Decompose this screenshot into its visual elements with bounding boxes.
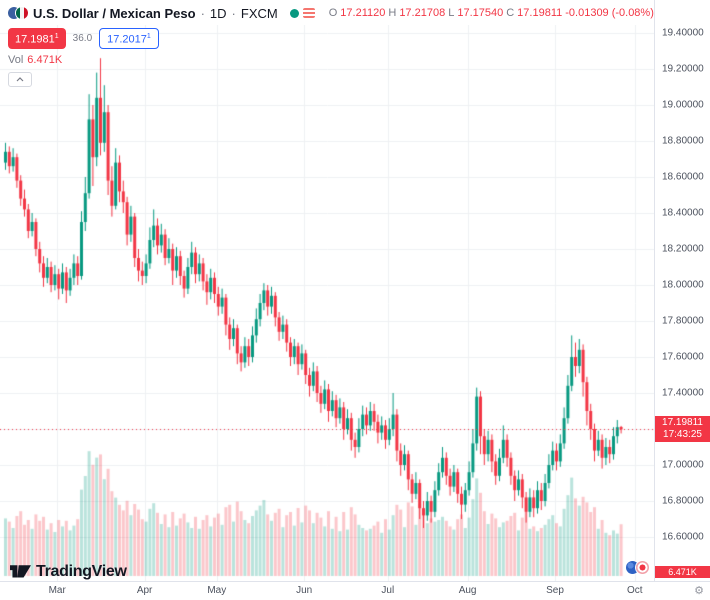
volume-value: 6.471K bbox=[27, 53, 63, 66]
price-tick-label: 18.60000 bbox=[662, 171, 704, 183]
economic-event-icons[interactable] bbox=[626, 561, 649, 574]
event-flag-icon-blue[interactable] bbox=[626, 561, 639, 574]
event-flag-icon-red[interactable] bbox=[636, 561, 649, 574]
high-label: H bbox=[388, 7, 397, 19]
spread-label: 36.0 bbox=[72, 32, 93, 44]
price-tick-label: 18.20000 bbox=[662, 243, 704, 255]
price-tick-label: 17.00000 bbox=[662, 459, 704, 471]
symbol-legend-row: U.S. Dollar / Mexican Peso · 1D · FXCM O… bbox=[8, 4, 654, 22]
time-tick-label: Aug bbox=[458, 585, 477, 596]
low-value: 17.17540 bbox=[457, 7, 504, 19]
price-tick-label: 17.80000 bbox=[662, 315, 704, 327]
tradingview-logo-icon bbox=[10, 565, 31, 578]
low-label: L bbox=[448, 7, 455, 19]
exchange-label[interactable]: FXCM bbox=[240, 5, 278, 21]
volume-legend-row: Vol 6.471K bbox=[8, 54, 654, 66]
tradingview-logo-text: TradingView bbox=[36, 563, 127, 580]
tradingview-logo[interactable]: TradingView bbox=[10, 563, 127, 581]
collapse-legend-button[interactable] bbox=[8, 71, 32, 87]
axis-settings-gear-icon[interactable]: ⚙ bbox=[694, 585, 704, 597]
bar-countdown: 17:43:25 bbox=[663, 429, 702, 441]
price-tick-label: 18.40000 bbox=[662, 207, 704, 219]
volume-label: Vol bbox=[8, 53, 24, 66]
close-label: C bbox=[506, 7, 515, 19]
chart-legend: U.S. Dollar / Mexican Peso · 1D · FXCM O… bbox=[8, 4, 654, 87]
price-tick-label: 17.40000 bbox=[662, 387, 704, 399]
last-price-value: 17.19811 bbox=[662, 417, 703, 429]
change-value: -0.01309 bbox=[565, 7, 609, 19]
price-tick-label: 16.80000 bbox=[662, 495, 704, 507]
time-tick-label: May bbox=[207, 585, 227, 596]
time-tick-label: Oct bbox=[627, 585, 643, 596]
price-tick-label: 19.00000 bbox=[662, 99, 704, 111]
time-tick-label: Apr bbox=[136, 585, 153, 596]
time-tick-label: Jun bbox=[296, 585, 313, 596]
time-tick-label: Sep bbox=[546, 585, 564, 596]
volume-axis-badge: 6.471K bbox=[655, 566, 710, 578]
chevron-up-icon bbox=[16, 76, 24, 82]
separator-dot: · bbox=[200, 5, 205, 21]
change-percent: (-0.08%) bbox=[611, 7, 654, 19]
legend-chips bbox=[289, 8, 315, 18]
price-tick-label: 16.60000 bbox=[662, 531, 704, 543]
time-tick-label: Mar bbox=[48, 585, 66, 596]
open-value: 17.21120 bbox=[340, 7, 386, 19]
interval-label[interactable]: 1D bbox=[209, 5, 227, 21]
close-value: 17.19811 bbox=[517, 7, 563, 19]
open-label: O bbox=[328, 7, 338, 19]
price-tick-label: 19.40000 bbox=[662, 27, 704, 39]
price-tick-label: 18.00000 bbox=[662, 279, 704, 291]
currency-pair-logo-icon bbox=[8, 7, 28, 19]
volume-list-icon[interactable] bbox=[302, 8, 315, 18]
ohlc-readout: O 17.21120 H 17.21708 L 17.17540 C 17.19811 … bbox=[329, 7, 654, 19]
last-price-badge: 17.19811 17:43:25 bbox=[655, 416, 710, 443]
trade-panel: 17.19811 36.0 17.20171 bbox=[8, 28, 654, 49]
price-tick-label: 17.60000 bbox=[662, 351, 704, 363]
buy-price-button[interactable]: 17.20171 bbox=[99, 28, 159, 49]
series-color-dot-icon[interactable] bbox=[289, 8, 299, 18]
time-axis[interactable]: Mar Apr May Jun Jul Aug Sep Oct ⚙ bbox=[0, 581, 710, 600]
symbol-title[interactable]: U.S. Dollar / Mexican Peso bbox=[33, 5, 196, 21]
sell-price-button[interactable]: 17.19811 bbox=[8, 28, 66, 49]
separator-dot: · bbox=[231, 5, 236, 21]
price-tick-label: 18.80000 bbox=[662, 135, 704, 147]
price-chart-canvas[interactable] bbox=[0, 25, 655, 582]
high-value: 17.21708 bbox=[399, 7, 446, 19]
price-axis[interactable]: 19.40000 19.20000 19.00000 18.80000 18.60000… bbox=[654, 0, 710, 582]
price-tick-label: 19.20000 bbox=[662, 63, 704, 75]
time-tick-label: Jul bbox=[381, 585, 395, 596]
